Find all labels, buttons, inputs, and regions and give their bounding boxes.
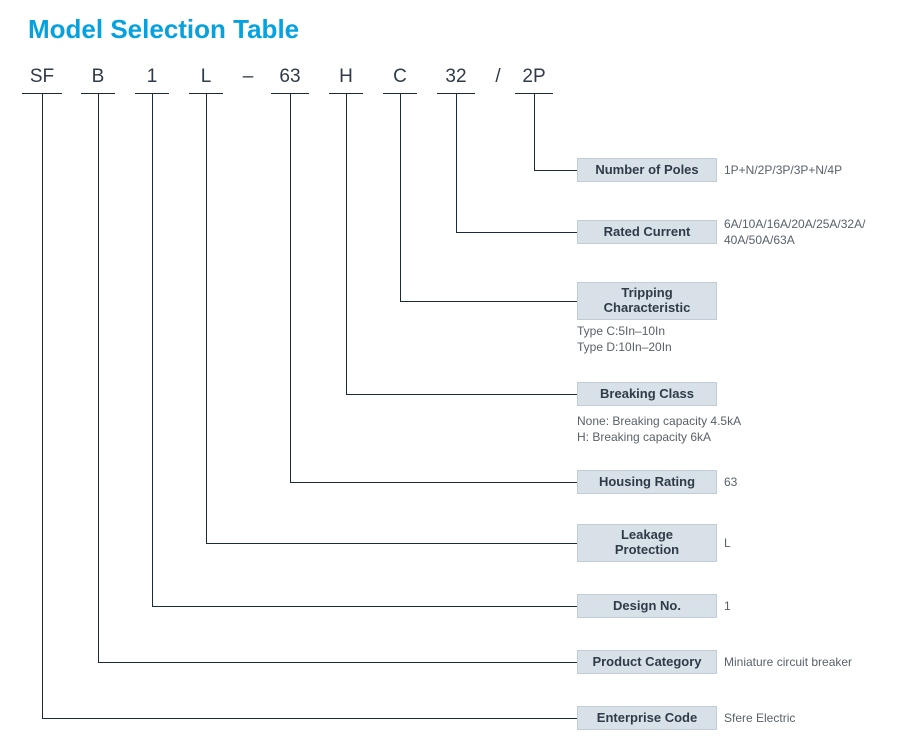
label-value-0: 1P+N/2P/3P/3P+N/4P: [724, 163, 894, 179]
label-box-8: Enterprise Code: [577, 706, 717, 730]
label-value-8: Sfere Electric: [724, 711, 894, 727]
code-token-0: SF: [22, 66, 62, 88]
connector-vertical-6: [152, 93, 153, 606]
label-value-7: Miniature circuit breaker: [724, 655, 894, 671]
connector-horizontal-7: [98, 662, 577, 663]
connector-vertical-0: [534, 93, 535, 170]
connector-vertical-7: [98, 93, 99, 662]
connector-vertical-1: [456, 93, 457, 232]
code-token-7: C: [383, 66, 417, 88]
label-box-2: Tripping Characteristic: [577, 282, 717, 320]
label-value-6: 1: [724, 599, 894, 615]
connector-vertical-3: [346, 93, 347, 394]
label-value-3: None: Breaking capacity 4.5kA H: Breakin…: [577, 414, 880, 445]
code-token-8: 32: [437, 66, 475, 88]
label-box-3: Breaking Class: [577, 382, 717, 406]
connector-horizontal-0: [534, 170, 577, 171]
connector-horizontal-5: [206, 543, 577, 544]
code-token-4: –: [238, 66, 258, 88]
connector-vertical-8: [42, 93, 43, 718]
label-value-1: 6A/10A/16A/20A/25A/32A/ 40A/50A/63A: [724, 217, 894, 248]
code-token-10: 2P: [515, 66, 553, 88]
label-box-5: Leakage Protection: [577, 524, 717, 562]
label-box-1: Rated Current: [577, 220, 717, 244]
label-value-5: L: [724, 536, 894, 552]
connector-horizontal-8: [42, 718, 577, 719]
label-value-4: 63: [724, 475, 894, 491]
label-box-4: Housing Rating: [577, 470, 717, 494]
model-selection-diagram: Model Selection Table SFB1L–63HC32/2PNum…: [0, 0, 900, 744]
connector-horizontal-4: [290, 482, 577, 483]
code-token-2: 1: [135, 66, 169, 88]
connector-vertical-5: [206, 93, 207, 543]
label-value-2: Type C:5In–10In Type D:10In–20In: [577, 324, 880, 355]
connector-vertical-4: [290, 93, 291, 482]
label-box-6: Design No.: [577, 594, 717, 618]
code-token-5: 63: [271, 66, 309, 88]
code-token-6: H: [329, 66, 363, 88]
connector-horizontal-1: [456, 232, 577, 233]
connector-horizontal-6: [152, 606, 577, 607]
label-box-7: Product Category: [577, 650, 717, 674]
label-box-0: Number of Poles: [577, 158, 717, 182]
connector-horizontal-2: [400, 301, 577, 302]
connector-vertical-2: [400, 93, 401, 301]
code-token-3: L: [189, 66, 223, 88]
page-title: Model Selection Table: [28, 14, 299, 45]
code-token-1: B: [81, 66, 115, 88]
code-token-9: /: [491, 66, 505, 88]
connector-horizontal-3: [346, 394, 577, 395]
